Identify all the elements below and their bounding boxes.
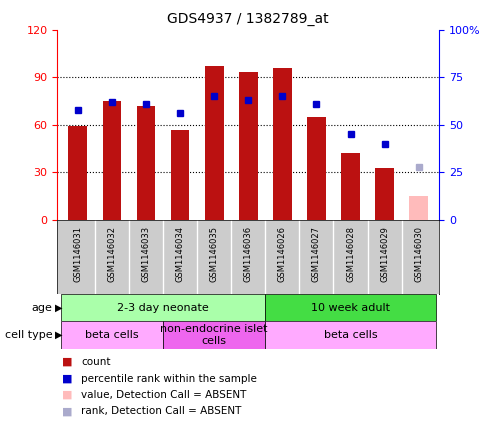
Text: ▶: ▶: [55, 330, 62, 340]
Bar: [137, 106, 155, 220]
Text: GSM1146029: GSM1146029: [380, 226, 389, 282]
Bar: [205, 66, 224, 220]
Text: GSM1146032: GSM1146032: [107, 226, 116, 282]
Text: GSM1146034: GSM1146034: [176, 226, 185, 282]
Text: ■: ■: [62, 390, 73, 400]
Text: beta cells: beta cells: [324, 330, 377, 340]
Bar: [68, 126, 87, 220]
Text: GSM1146036: GSM1146036: [244, 226, 253, 282]
Bar: [375, 168, 394, 220]
Bar: [163, 321, 265, 349]
Bar: [265, 321, 436, 349]
Text: age: age: [31, 303, 52, 313]
Text: ■: ■: [62, 374, 73, 384]
Text: GSM1146027: GSM1146027: [312, 226, 321, 282]
Text: beta cells: beta cells: [85, 330, 139, 340]
Bar: [171, 129, 190, 220]
Title: GDS4937 / 1382789_at: GDS4937 / 1382789_at: [168, 12, 329, 26]
Text: 10 week adult: 10 week adult: [311, 303, 390, 313]
Text: value, Detection Call = ABSENT: value, Detection Call = ABSENT: [81, 390, 247, 400]
Text: GSM1146030: GSM1146030: [414, 226, 423, 282]
Text: GSM1146028: GSM1146028: [346, 226, 355, 282]
Text: count: count: [81, 357, 111, 367]
Text: non-endocrine islet
cells: non-endocrine islet cells: [160, 324, 268, 346]
Bar: [239, 72, 257, 220]
Text: ■: ■: [62, 357, 73, 367]
Text: 2-3 day neonate: 2-3 day neonate: [117, 303, 209, 313]
Bar: [409, 196, 428, 220]
Bar: [61, 294, 265, 321]
Text: GSM1146026: GSM1146026: [278, 226, 287, 282]
Bar: [103, 101, 121, 220]
Bar: [61, 321, 163, 349]
Text: percentile rank within the sample: percentile rank within the sample: [81, 374, 257, 384]
Bar: [265, 294, 436, 321]
Text: GSM1146035: GSM1146035: [210, 226, 219, 282]
Text: cell type: cell type: [5, 330, 52, 340]
Text: ■: ■: [62, 407, 73, 417]
Text: GSM1146033: GSM1146033: [142, 226, 151, 282]
Text: ▶: ▶: [55, 303, 62, 313]
Bar: [307, 117, 326, 220]
Text: GSM1146031: GSM1146031: [73, 226, 82, 282]
Text: rank, Detection Call = ABSENT: rank, Detection Call = ABSENT: [81, 407, 242, 417]
Bar: [341, 154, 360, 220]
Bar: [273, 68, 292, 220]
